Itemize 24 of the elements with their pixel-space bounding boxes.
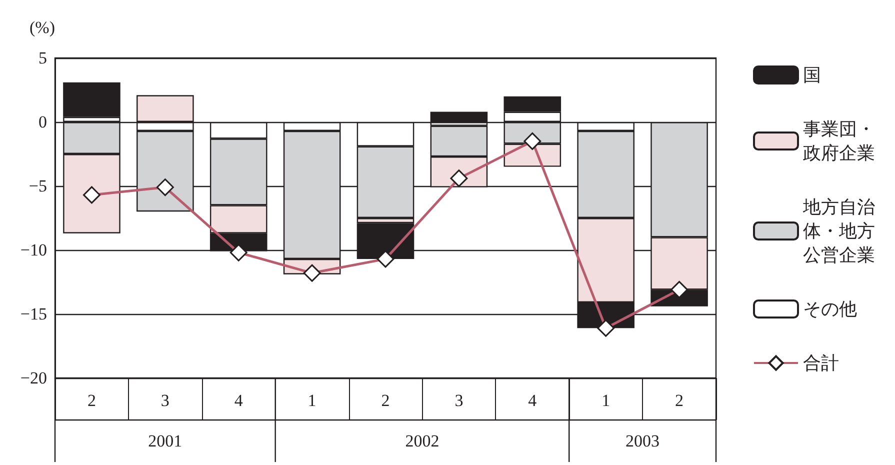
- text: 2002: [405, 432, 440, 450]
- legend-label: 合計: [803, 353, 839, 373]
- x-tick-label: 2: [675, 391, 684, 410]
- x-tick-label: 1: [308, 391, 316, 410]
- y-tick-label: −15: [20, 304, 47, 324]
- text: 2003: [626, 432, 660, 450]
- text: 2001: [148, 432, 182, 450]
- legend-label: 国: [803, 65, 821, 85]
- legend-label: 事業団・政府企業: [803, 119, 875, 163]
- y-tick-label: 0: [38, 112, 47, 132]
- y-tick-label: −20: [20, 368, 47, 388]
- x-tick-label: 1: [602, 391, 610, 410]
- y-tick-label: −10: [20, 240, 47, 260]
- y-tick-label: 5: [38, 48, 47, 68]
- x-tick-label: 3: [160, 391, 170, 410]
- x-tick-label: 4: [234, 391, 244, 410]
- legend-label: その他: [803, 299, 857, 319]
- x-tick-label: 2: [87, 391, 96, 410]
- x-tick-label: 3: [454, 391, 464, 410]
- x-tick-label: 2: [381, 391, 390, 410]
- x-tick-label: 4: [528, 391, 538, 410]
- y-axis-title: (%): [30, 18, 55, 37]
- legend-label: 地方自治体・地方公営企業: [802, 197, 875, 265]
- y-tick-label: −5: [28, 176, 47, 196]
